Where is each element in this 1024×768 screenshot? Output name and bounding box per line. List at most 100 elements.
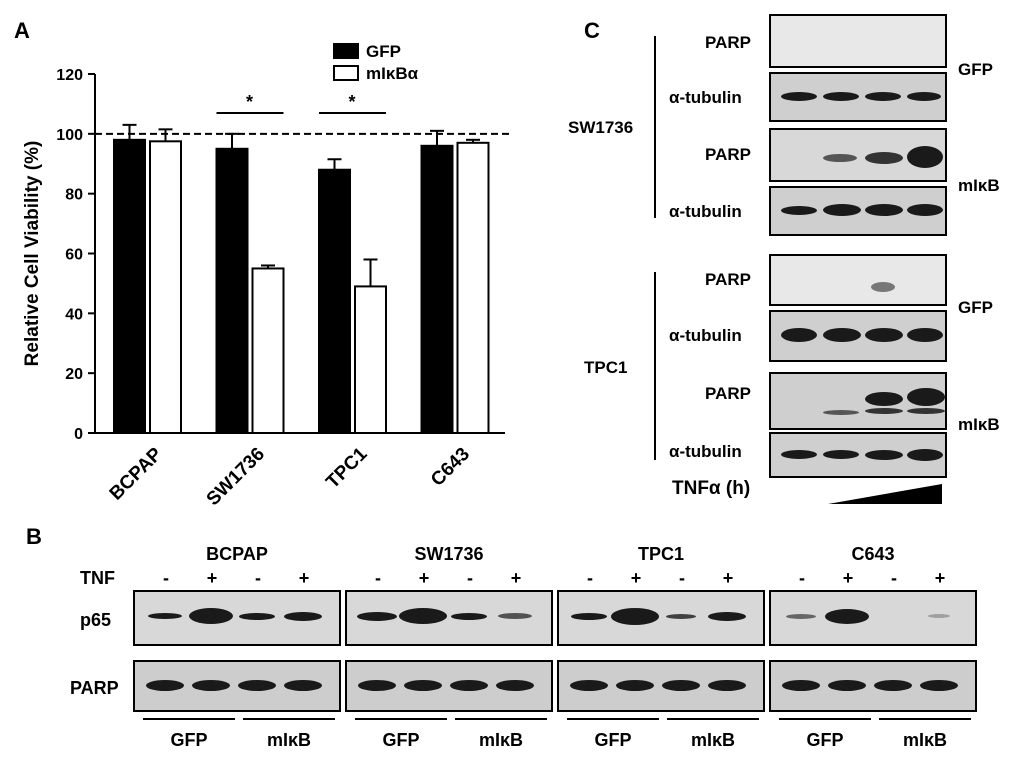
legend-swatch-1 <box>333 65 359 81</box>
parp-band <box>828 680 866 691</box>
b-tnf-label: TNF <box>80 568 115 588</box>
b-tnf-sign: + <box>418 568 430 588</box>
c-sw-tub2-label: α-tubulin <box>669 202 742 221</box>
b-tnf-sign: + <box>206 568 218 588</box>
c-sw-parp-mikb-blot <box>769 128 947 182</box>
legend-swatch-0 <box>333 43 359 59</box>
b-tnf-sign: - <box>255 568 261 588</box>
parp-band <box>616 680 654 691</box>
parp-band <box>358 680 396 691</box>
bar-miκbα-sw1736 <box>251 267 285 435</box>
b-tnf-sign: - <box>587 568 593 588</box>
c-tpc-gfp-cond: GFP <box>958 298 993 317</box>
legend-label-0: GFP <box>366 42 401 61</box>
parp-band <box>496 680 534 691</box>
b-parp-blot-tpc1 <box>557 660 765 712</box>
b-row-p65-label: p65 <box>80 610 112 630</box>
c-tpc-tub2-blot <box>769 432 947 478</box>
significance-star: * <box>348 92 355 112</box>
parp-band <box>920 680 958 691</box>
p65-band <box>708 611 746 621</box>
tpc1-bracket <box>654 272 656 460</box>
p65-band <box>498 613 532 619</box>
b-parp-blot-bcpap <box>133 660 341 712</box>
parp-band <box>782 680 820 691</box>
bar-chart: 0 20 40 60 80 100 120 Relative Cell Viability (… <box>22 42 510 510</box>
y-tick-label: 20 <box>65 366 83 383</box>
panel-b-letter: B <box>26 524 42 549</box>
b-group-label: mIκB <box>902 730 948 750</box>
parp-band <box>404 680 442 691</box>
legend-label-1: mIκBα <box>366 64 419 83</box>
p65-band <box>357 611 397 621</box>
b-tnf-sign: + <box>722 568 734 588</box>
b-tnf-sign: - <box>375 568 381 588</box>
p65-band <box>451 612 487 620</box>
c-tpc-tub1-label: α-tubulin <box>669 326 742 345</box>
bar-gfp-c643 <box>420 144 454 435</box>
b-group-underline <box>243 718 335 720</box>
b-group-underline <box>879 718 971 720</box>
b-cellline-label: BCPAP <box>206 544 268 564</box>
b-group-underline <box>667 718 759 720</box>
b-p65-blot-tpc1 <box>557 590 765 646</box>
b-group-label: mIκB <box>266 730 312 750</box>
y-axis-label: Relative Cell Viability (%) <box>22 141 43 367</box>
y-tick-label: 100 <box>56 127 83 144</box>
parp-band <box>450 680 488 691</box>
b-group-label: GFP <box>594 730 632 750</box>
y-tick-label: 80 <box>65 187 83 204</box>
c-sw-tub2-blot <box>769 186 947 236</box>
b-group-underline <box>567 718 659 720</box>
b-tnf-sign: - <box>891 568 897 588</box>
x-tick-label: SW1736 <box>203 444 269 510</box>
significance-star: * <box>246 92 253 112</box>
b-tnf-sign: - <box>679 568 685 588</box>
panel-c-letter: C <box>584 18 600 43</box>
y-tick-label: 120 <box>56 67 83 84</box>
p65-band <box>189 608 233 624</box>
p65-band <box>571 612 607 620</box>
bar-miκbα-c643 <box>456 141 490 435</box>
bar-gfp-bcpap <box>113 138 146 434</box>
y-tick-label: 40 <box>65 306 83 323</box>
c-tpc-mikb-cond: mIκB <box>958 415 1000 434</box>
c-tpc-parp-gfp-blot <box>769 254 947 306</box>
b-group-label: GFP <box>382 730 420 750</box>
b-cellline-label: C643 <box>851 544 895 564</box>
b-group-underline <box>779 718 871 720</box>
b-group-label: mIκB <box>690 730 736 750</box>
b-row-parp-label: PARP <box>70 678 119 698</box>
c-sw-parp-gfp-blot <box>769 14 947 68</box>
sw1736-bracket <box>654 36 656 218</box>
b-group-label: GFP <box>806 730 844 750</box>
parp-band <box>570 680 608 691</box>
c-tpc-tub2-label: α-tubulin <box>669 442 742 461</box>
c-sw-tub1-blot <box>769 72 947 122</box>
parp-band <box>192 680 230 691</box>
b-tnf-sign: - <box>163 568 169 588</box>
parp-band <box>874 680 912 691</box>
c-tpc-tub1-blot <box>769 310 947 362</box>
c-sw-parp-mikb-label: PARP <box>705 145 751 164</box>
b-tnf-sign: + <box>934 568 946 588</box>
b-parp-blot-sw1736 <box>345 660 553 712</box>
p65-band <box>284 611 322 621</box>
b-group-underline <box>143 718 235 720</box>
b-cellline-label: TPC1 <box>637 544 684 564</box>
b-group-underline <box>455 718 547 720</box>
p65-band <box>928 614 950 618</box>
parp-band <box>146 680 184 691</box>
bar-gfp-tpc1 <box>318 168 351 434</box>
x-tick-label: C643 <box>427 444 474 491</box>
c-sw-gfp-cond: GFP <box>958 60 993 79</box>
panel-a-letter: A <box>14 18 30 43</box>
b-parp-blot-c643 <box>769 660 977 712</box>
p65-band <box>666 613 696 619</box>
b-p65-blot-bcpap <box>133 590 341 646</box>
p65-band <box>239 612 275 620</box>
parp-band <box>238 680 276 691</box>
b-cellline-label: SW1736 <box>414 544 484 564</box>
x-tick-label: BCPAP <box>106 443 167 504</box>
b-group-label: GFP <box>170 730 208 750</box>
